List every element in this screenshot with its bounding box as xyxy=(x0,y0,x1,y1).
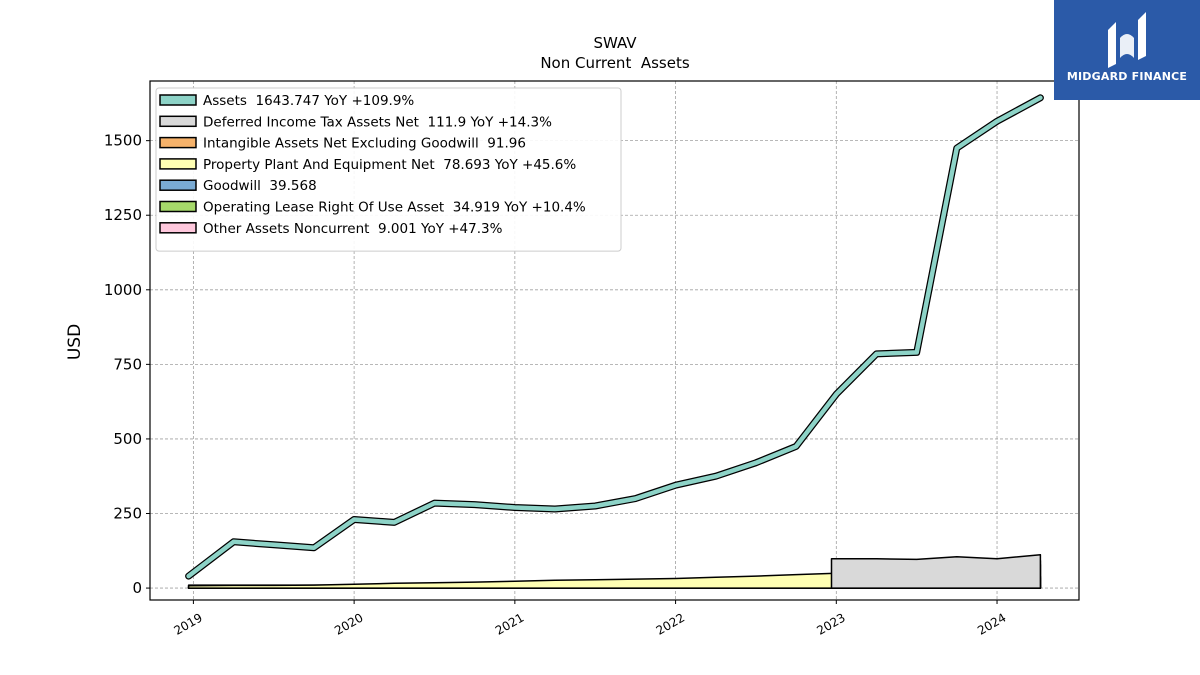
midgard-logo-icon xyxy=(1108,12,1146,68)
legend-item: Deferred Income Tax Assets Net 111.9 YoY… xyxy=(159,114,552,130)
y-axis-label: USD xyxy=(65,324,85,360)
legend-item: Operating Lease Right Of Use Asset 34.91… xyxy=(159,200,586,216)
legend-swatch xyxy=(159,200,197,213)
legend-swatch xyxy=(159,94,197,106)
legend-label: Assets 1643.747 YoY +109.9% xyxy=(203,93,414,109)
x-tick-label: 2021 xyxy=(493,610,526,637)
legend-label: Goodwill 39.568 xyxy=(203,178,317,194)
legend-item: Assets 1643.747 YoY +109.9% xyxy=(159,93,414,109)
series-layer xyxy=(185,94,1044,589)
y-tick-label: 500 xyxy=(113,430,142,448)
series-deferred-income-tax-assets-net xyxy=(830,553,1042,589)
x-tick-label: 2019 xyxy=(171,610,204,637)
x-tick-label: 2020 xyxy=(332,610,365,637)
legend-label: Property Plant And Equipment Net 78.693 … xyxy=(203,157,576,173)
y-tick-label: 0 xyxy=(132,579,142,597)
y-tick-label: 1250 xyxy=(104,206,142,224)
chart-title: SWAV xyxy=(593,34,637,52)
legend-item: Property Plant And Equipment Net 78.693 … xyxy=(159,157,576,173)
legend-swatch xyxy=(159,222,197,234)
brand-logo: MIDGARD FINANCE xyxy=(1054,0,1200,100)
legend-item: Goodwill 39.568 xyxy=(159,178,317,194)
legend-swatch xyxy=(159,179,197,191)
legend-label: Deferred Income Tax Assets Net 111.9 YoY… xyxy=(203,114,552,130)
legend-label: Other Assets Noncurrent 9.001 YoY +47.3% xyxy=(203,221,503,237)
x-tick-label: 2022 xyxy=(654,610,687,637)
x-tick-label: 2023 xyxy=(814,610,847,637)
y-tick-label: 1500 xyxy=(104,132,142,150)
y-tick-label: 1000 xyxy=(104,281,142,299)
plot-frame xyxy=(149,80,1080,601)
legend-label: Intangible Assets Net Excluding Goodwill… xyxy=(203,136,526,152)
logo-text: MIDGARD FINANCE xyxy=(1066,70,1188,83)
x-tick-label: 2024 xyxy=(975,610,1008,637)
y-tick-label: 250 xyxy=(113,505,142,523)
legend-item: Other Assets Noncurrent 9.001 YoY +47.3% xyxy=(159,221,503,237)
legend-label: Operating Lease Right Of Use Asset 34.91… xyxy=(203,200,586,216)
legend-swatch xyxy=(159,115,197,128)
area-deferred-income-tax-assets-net xyxy=(830,553,1042,589)
legend-swatch xyxy=(159,136,197,149)
series-assets xyxy=(185,94,1044,580)
y-tick-label: 750 xyxy=(113,355,142,373)
legend-box xyxy=(155,87,622,252)
assets-line xyxy=(186,95,1043,579)
chart-subtitle: Non Current Assets xyxy=(540,54,690,72)
legend-swatch xyxy=(159,158,197,170)
legend-item: Intangible Assets Net Excluding Goodwill… xyxy=(159,136,526,152)
legend: Assets 1643.747 YoY +109.9% Deferred Inco… xyxy=(155,87,622,252)
